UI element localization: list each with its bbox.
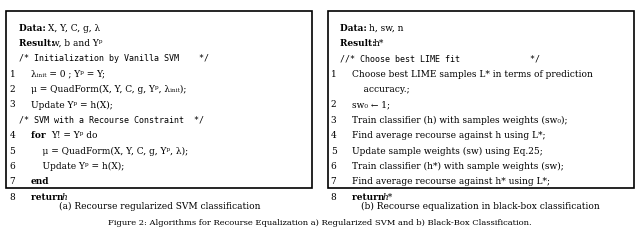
Text: h, sw, n: h, sw, n bbox=[369, 24, 403, 33]
Text: 2: 2 bbox=[331, 101, 337, 109]
Text: /* SVM with a Recourse Constraint  */: /* SVM with a Recourse Constraint */ bbox=[19, 116, 204, 125]
Text: return: return bbox=[352, 193, 388, 202]
Text: (a) Recourse regularized SVM classification: (a) Recourse regularized SVM classificat… bbox=[59, 202, 260, 211]
Text: end: end bbox=[31, 177, 49, 186]
Text: Result:: Result: bbox=[19, 39, 58, 48]
Text: 4: 4 bbox=[331, 131, 337, 140]
Text: h*: h* bbox=[383, 193, 393, 202]
Text: Result:: Result: bbox=[340, 39, 379, 48]
Text: 5: 5 bbox=[331, 147, 337, 155]
Text: /* Initialization by Vanilla SVM    */: /* Initialization by Vanilla SVM */ bbox=[19, 55, 209, 63]
Text: w, b and Yᵖ: w, b and Yᵖ bbox=[52, 39, 103, 48]
Text: 1: 1 bbox=[331, 70, 337, 79]
Text: accuracy.;: accuracy.; bbox=[352, 85, 410, 94]
Text: Find average recourse against h* using L*;: Find average recourse against h* using L… bbox=[352, 177, 550, 186]
Text: (b) Recourse equalization in black-box classification: (b) Recourse equalization in black-box c… bbox=[361, 202, 600, 211]
Text: X, Y, C, g, λ: X, Y, C, g, λ bbox=[48, 24, 100, 33]
Text: for: for bbox=[31, 131, 49, 140]
FancyBboxPatch shape bbox=[6, 11, 312, 188]
Text: Data:: Data: bbox=[340, 24, 370, 33]
Text: 7: 7 bbox=[10, 177, 15, 186]
Text: Update Yᵖ = h(X);: Update Yᵖ = h(X); bbox=[31, 101, 113, 110]
Text: return: return bbox=[31, 193, 67, 202]
Text: 8: 8 bbox=[10, 193, 15, 202]
Text: 6: 6 bbox=[331, 162, 337, 171]
Text: 5: 5 bbox=[10, 147, 15, 155]
Text: λᵢₙᵢₜ = 0 ; Yᵖ = Y;: λᵢₙᵢₜ = 0 ; Yᵖ = Y; bbox=[31, 70, 105, 79]
Text: sw₀ ← 1;: sw₀ ← 1; bbox=[352, 101, 390, 109]
Text: 3: 3 bbox=[10, 101, 15, 109]
Text: Find average recourse against h using L*;: Find average recourse against h using L*… bbox=[352, 131, 546, 140]
Text: μ = QuadForm(X, Y, C, g, Yᵖ, λ);: μ = QuadForm(X, Y, C, g, Yᵖ, λ); bbox=[31, 147, 188, 156]
Text: Update sample weights (sw) using Eq.25;: Update sample weights (sw) using Eq.25; bbox=[352, 147, 543, 156]
Text: 8: 8 bbox=[331, 193, 337, 202]
FancyBboxPatch shape bbox=[328, 11, 634, 188]
Text: Data:: Data: bbox=[19, 24, 49, 33]
Text: Train classifier (h*) with sample weights (sw);: Train classifier (h*) with sample weight… bbox=[352, 162, 564, 171]
Text: 3: 3 bbox=[331, 116, 337, 125]
Text: 6: 6 bbox=[10, 162, 15, 171]
Text: Figure 2: Algorithms for Recourse Equalization a) Regularized SVM and b) Black-B: Figure 2: Algorithms for Recourse Equali… bbox=[108, 219, 532, 227]
Text: 2: 2 bbox=[10, 85, 15, 94]
Text: h: h bbox=[61, 193, 67, 202]
Text: Train classifier (h) with samples weights (sw₀);: Train classifier (h) with samples weight… bbox=[352, 116, 568, 125]
Text: Y! = Yᵖ do: Y! = Yᵖ do bbox=[51, 131, 97, 140]
Text: μ = QuadForm(X, Y, C, g, Yᵖ, λᵢₙᵢₜ);: μ = QuadForm(X, Y, C, g, Yᵖ, λᵢₙᵢₜ); bbox=[31, 85, 186, 94]
Text: 1: 1 bbox=[10, 70, 15, 79]
Text: Update Yᵖ = h(X);: Update Yᵖ = h(X); bbox=[31, 162, 124, 171]
Text: h*: h* bbox=[374, 39, 384, 48]
Text: 4: 4 bbox=[10, 131, 15, 140]
Text: Choose best LIME samples L* in terms of prediction: Choose best LIME samples L* in terms of … bbox=[352, 70, 593, 79]
Text: 7: 7 bbox=[331, 177, 337, 186]
Text: //* Choose best LIME fit              */: //* Choose best LIME fit */ bbox=[340, 55, 540, 63]
